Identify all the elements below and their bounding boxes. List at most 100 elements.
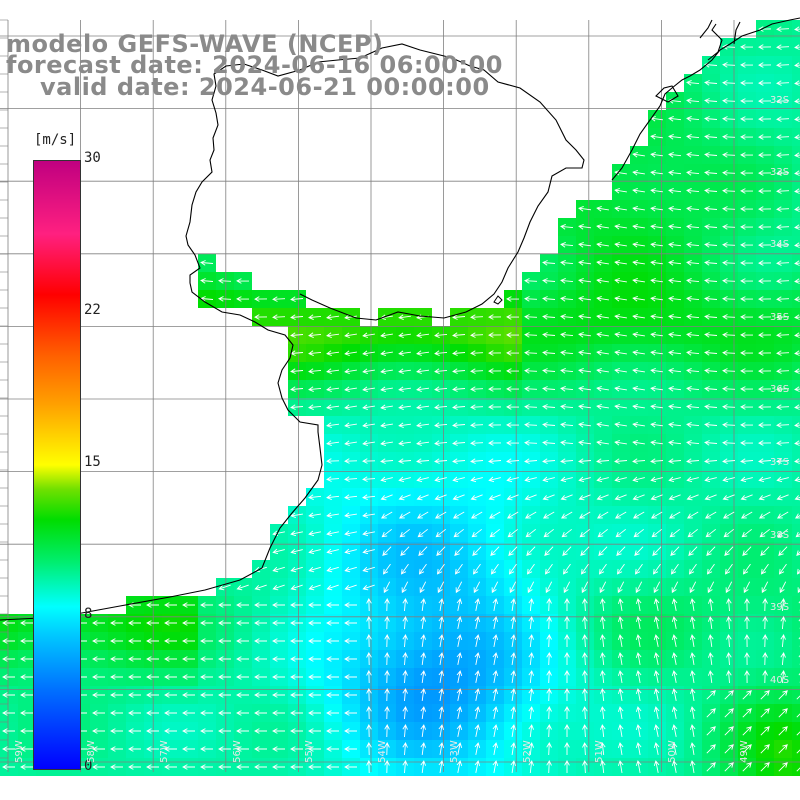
wind-arrow	[344, 422, 357, 429]
wind-arrow	[542, 494, 555, 501]
wind-arrow	[582, 760, 588, 774]
wind-arrow	[650, 476, 663, 483]
wind-arrow	[668, 295, 682, 302]
wind-arrow	[402, 724, 408, 738]
wind-arrow	[653, 581, 661, 594]
wind-arrow	[686, 349, 700, 356]
wind-cell	[792, 668, 800, 686]
wind-arrow	[616, 546, 626, 556]
wind-arrow	[760, 708, 770, 718]
wind-arrow	[492, 652, 499, 665]
wind-arrow	[308, 620, 321, 626]
wind-arrow	[740, 458, 754, 464]
wind-arrow	[560, 367, 574, 374]
wind-arrow	[2, 620, 15, 626]
wind-arrow	[560, 494, 573, 501]
wind-arrow	[689, 652, 696, 665]
wind-arrow	[760, 762, 770, 772]
wind-arrow	[326, 368, 340, 375]
wind-arrow	[326, 458, 340, 464]
wind-arrow	[474, 706, 481, 719]
wind-arrow	[704, 386, 718, 392]
wind-arrow	[632, 349, 645, 356]
wind-arrow	[759, 528, 770, 538]
wind-arrow	[689, 724, 696, 737]
wind-arrow	[435, 528, 446, 538]
wind-arrow	[776, 494, 789, 501]
wind-arrow	[564, 670, 570, 683]
wind-arrow	[742, 762, 752, 772]
wind-arrow	[470, 476, 483, 483]
legend-unit: [m/s]	[34, 132, 77, 148]
wind-arrow	[650, 385, 663, 392]
wind-arrow	[542, 350, 556, 356]
wind-arrow	[20, 710, 33, 716]
wind-arrow	[236, 728, 249, 734]
wind-arrow	[362, 404, 375, 411]
wind-arrow	[2, 692, 15, 698]
wind-arrow	[632, 223, 645, 230]
wind-arrow	[794, 513, 800, 519]
wind-arrow	[438, 760, 445, 773]
wind-arrow	[632, 494, 645, 501]
wind-arrow	[724, 563, 733, 575]
wind-cell	[792, 470, 800, 488]
wind-arrow	[366, 688, 372, 702]
wind-arrow	[452, 314, 466, 320]
wind-arrow	[704, 134, 718, 140]
wind-arrow	[776, 242, 790, 248]
wind-cell	[792, 758, 800, 776]
wind-arrow	[524, 386, 538, 392]
wind-arrow	[632, 385, 645, 392]
wind-arrow	[671, 581, 679, 594]
wind-arrow	[128, 620, 141, 626]
wind-arrow	[794, 188, 800, 194]
wind-arrow	[704, 170, 718, 176]
wind-arrow	[399, 528, 410, 538]
wind-arrow	[617, 598, 624, 611]
wind-arrow	[218, 278, 232, 284]
wind-arrow	[420, 670, 427, 683]
wind-arrow	[794, 152, 800, 158]
wind-arrow	[290, 512, 303, 519]
wind-cell	[792, 542, 800, 560]
wind-arrow	[650, 439, 663, 446]
wind-arrow	[272, 548, 285, 555]
wind-arrow	[599, 634, 606, 648]
wind-arrow	[740, 368, 754, 374]
wind-arrow	[308, 332, 322, 339]
wind-arrow	[528, 598, 535, 612]
wind-arrow	[689, 742, 696, 755]
wind-arrow	[758, 116, 772, 122]
wind-arrow	[236, 638, 249, 644]
wind-arrow	[218, 296, 232, 302]
wind-arrow	[164, 710, 177, 716]
wind-arrow	[474, 598, 481, 611]
wind-arrow	[164, 746, 177, 752]
wind-arrow	[722, 62, 736, 68]
wind-arrow	[578, 331, 592, 338]
wind-arrow	[384, 652, 390, 666]
wind-arrow	[488, 314, 502, 320]
wind-arrow	[542, 422, 556, 428]
wind-arrow	[596, 331, 609, 338]
lon-label: 56W	[231, 740, 243, 763]
wind-arrow	[362, 548, 375, 555]
wind-arrow	[707, 670, 714, 683]
wind-arrow	[344, 566, 357, 573]
wind-arrow	[668, 476, 681, 483]
wind-arrow	[760, 563, 769, 575]
wind-arrow	[596, 385, 609, 392]
wind-arrow	[704, 422, 718, 428]
wind-arrow	[686, 223, 700, 230]
wind-arrow	[488, 404, 502, 410]
wind-arrow	[110, 764, 123, 770]
wind-arrow	[704, 260, 718, 266]
wind-arrow	[344, 584, 357, 591]
wind-arrow	[416, 350, 430, 357]
wind-arrow	[617, 581, 625, 594]
wind-arrow	[380, 422, 393, 429]
wind-arrow	[635, 688, 642, 701]
wind-arrow	[146, 638, 159, 644]
wind-arrow	[236, 674, 249, 680]
